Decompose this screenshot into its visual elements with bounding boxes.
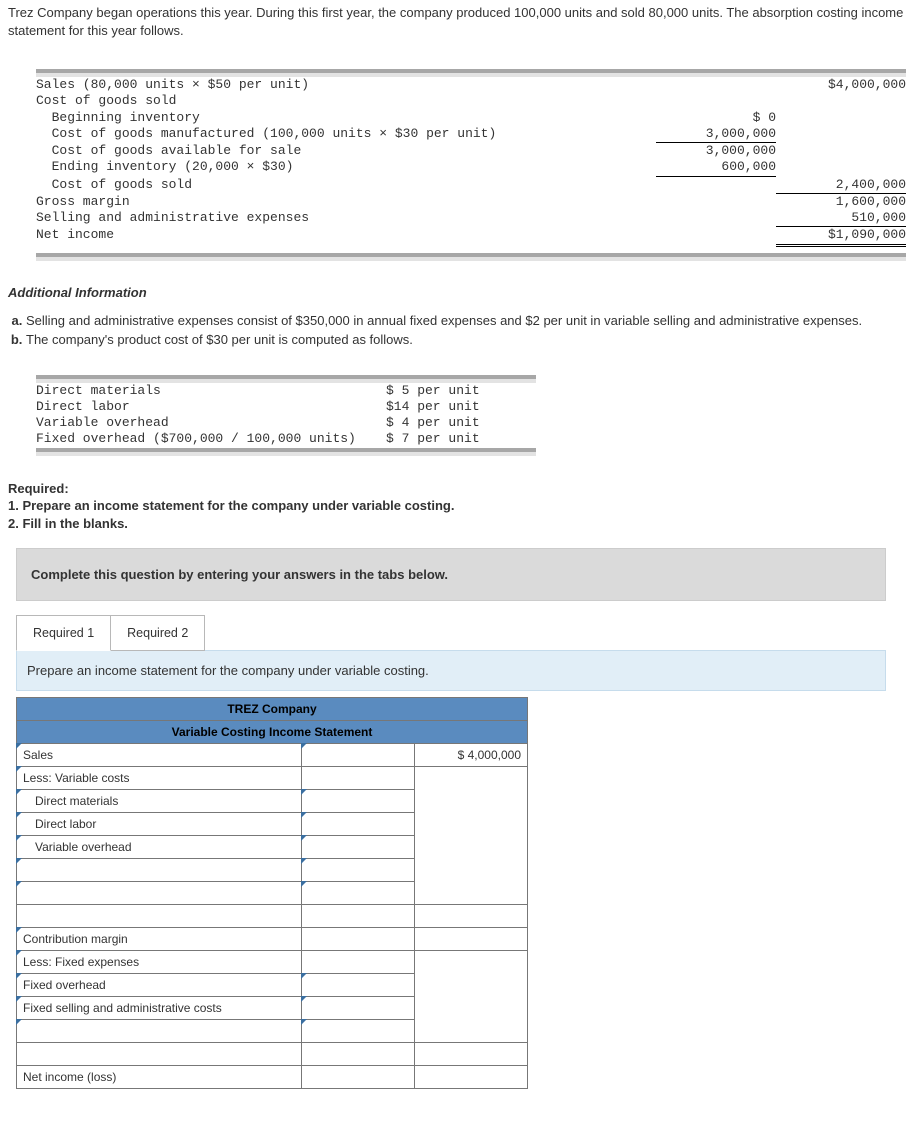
row-blank3-c[interactable] <box>415 905 528 928</box>
row-blank3-b[interactable] <box>302 905 415 928</box>
pc-dl-l: Direct labor <box>36 399 386 415</box>
row-ni-colb[interactable] <box>302 1066 415 1089</box>
row-blank5-b[interactable] <box>302 1043 415 1066</box>
task-description: Prepare an income statement for the comp… <box>16 650 886 691</box>
row-cm-colb[interactable] <box>302 928 415 951</box>
row-sales-colb[interactable] <box>302 744 415 767</box>
pc-fo-l: Fixed overhead ($700,000 / 100,000 units… <box>36 431 386 447</box>
row-blank2-a[interactable] <box>17 882 302 905</box>
required-heading: Required: <box>8 481 69 496</box>
gross-margin-amt: 1,600,000 <box>776 194 906 210</box>
row-sales-label[interactable]: Sales <box>17 744 302 767</box>
absorption-statement: Sales (80,000 units × $50 per unit) $4,0… <box>36 69 906 261</box>
pc-dl-v: $14 per unit <box>386 399 536 415</box>
cavail-amt: 3,000,000 <box>656 143 776 159</box>
cogm-amt: 3,000,000 <box>656 126 776 143</box>
row-cm-colc[interactable] <box>415 928 528 951</box>
additional-b: The company's product cost of $30 per un… <box>26 331 909 349</box>
row-fo-label[interactable]: Fixed overhead <box>17 974 302 997</box>
row-dm-colb[interactable] <box>302 790 415 813</box>
row-fsga-colb[interactable] <box>302 997 415 1020</box>
row-lessfix-colb[interactable] <box>302 951 415 974</box>
end-inv-label: Ending inventory (20,000 × $30) <box>36 159 656 176</box>
row-vo-colb[interactable] <box>302 836 415 859</box>
row-blank5-a[interactable] <box>17 1043 302 1066</box>
cogs-sold-amt: 2,400,000 <box>776 177 906 194</box>
sga-label: Selling and administrative expenses <box>36 210 656 227</box>
additional-info-heading: Additional Information <box>8 285 909 300</box>
row-ni-label[interactable]: Net income (loss) <box>17 1066 302 1089</box>
required-2: 2. Fill in the blanks. <box>8 516 128 531</box>
row-blank5-c[interactable] <box>415 1043 528 1066</box>
cavail-label: Cost of goods available for sale <box>36 143 656 159</box>
net-income-amt: $1,090,000 <box>776 227 906 246</box>
row-cm-label[interactable]: Contribution margin <box>17 928 302 951</box>
sales-label: Sales (80,000 units × $50 per unit) <box>36 77 656 93</box>
beg-inv-amt: $ 0 <box>656 110 776 126</box>
cogs-header: Cost of goods sold <box>36 93 656 109</box>
gross-margin-label: Gross margin <box>36 194 656 210</box>
tab-required-2[interactable]: Required 2 <box>111 615 205 651</box>
answer-company: TREZ Company <box>17 698 528 721</box>
row-dm-label[interactable]: Direct materials <box>17 790 302 813</box>
row-lessvar-label[interactable]: Less: Variable costs <box>17 767 302 790</box>
row-ni-colc[interactable] <box>415 1066 528 1089</box>
row-blank4-a[interactable] <box>17 1020 302 1043</box>
row-vo-label[interactable]: Variable overhead <box>17 836 302 859</box>
required-1: 1. Prepare an income statement for the c… <box>8 498 454 513</box>
row-blank4-b[interactable] <box>302 1020 415 1043</box>
pc-fo-v: $ 7 per unit <box>386 431 536 447</box>
sga-amt: 510,000 <box>776 210 906 227</box>
pc-dm-l: Direct materials <box>36 383 386 399</box>
pc-dm-v: $ 5 per unit <box>386 383 536 399</box>
instruction-banner: Complete this question by entering your … <box>16 548 886 601</box>
beg-inv-label: Beginning inventory <box>36 110 656 126</box>
row-fsga-label[interactable]: Fixed selling and administrative costs <box>17 997 302 1020</box>
answer-table: TREZ Company Variable Costing Income Sta… <box>16 697 528 1089</box>
row-fo-colb[interactable] <box>302 974 415 997</box>
intro-text: Trez Company began operations this year.… <box>8 4 909 39</box>
row-dl-colb[interactable] <box>302 813 415 836</box>
row-blank3-a[interactable] <box>17 905 302 928</box>
answer-title: Variable Costing Income Statement <box>17 721 528 744</box>
pc-vo-l: Variable overhead <box>36 415 386 431</box>
row-dl-label[interactable]: Direct labor <box>17 813 302 836</box>
row-lessfix-label[interactable]: Less: Fixed expenses <box>17 951 302 974</box>
row-blank1-a[interactable] <box>17 859 302 882</box>
cogm-label: Cost of goods manufactured (100,000 unit… <box>36 126 656 143</box>
row-blank2-b[interactable] <box>302 882 415 905</box>
product-cost-table: Direct materials$ 5 per unit Direct labo… <box>36 375 536 456</box>
sales-amt: $4,000,000 <box>776 77 906 93</box>
additional-a: Selling and administrative expenses cons… <box>26 312 909 330</box>
row-sales-colc[interactable]: $ 4,000,000 <box>415 744 528 767</box>
row-blank1-b[interactable] <box>302 859 415 882</box>
row-lessvar-colb[interactable] <box>302 767 415 790</box>
tab-required-1[interactable]: Required 1 <box>16 615 111 651</box>
end-inv-amt: 600,000 <box>656 159 776 176</box>
pc-vo-v: $ 4 per unit <box>386 415 536 431</box>
net-income-label: Net income <box>36 227 656 246</box>
cogs-sold-label: Cost of goods sold <box>36 177 656 194</box>
